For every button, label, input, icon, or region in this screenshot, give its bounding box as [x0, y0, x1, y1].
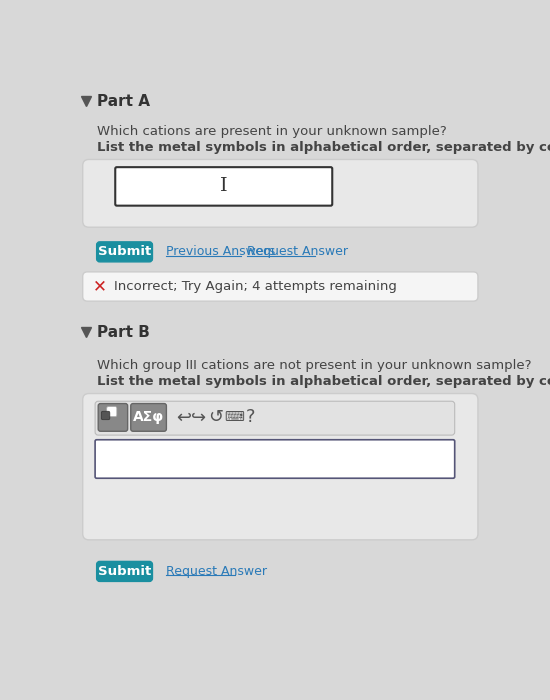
FancyBboxPatch shape [97, 561, 152, 582]
Text: Which cations are present in your unknown sample?: Which cations are present in your unknow… [97, 125, 447, 138]
FancyBboxPatch shape [101, 412, 110, 420]
Text: I: I [220, 177, 228, 195]
Text: ↩: ↩ [176, 408, 191, 426]
Text: Request Answer: Request Answer [247, 246, 348, 258]
FancyBboxPatch shape [82, 272, 478, 301]
Text: List the metal symbols in alphabetical order, separated by commas.: List the metal symbols in alphabetical o… [97, 141, 550, 153]
Text: ΑΣφ: ΑΣφ [133, 410, 164, 424]
FancyBboxPatch shape [98, 403, 128, 431]
Text: ✕: ✕ [93, 277, 107, 295]
FancyBboxPatch shape [95, 401, 455, 435]
Text: Part B: Part B [97, 326, 150, 340]
Text: ↺: ↺ [208, 408, 223, 426]
FancyBboxPatch shape [131, 403, 167, 431]
Text: List the metal symbols in alphabetical order, separated by commas.: List the metal symbols in alphabetical o… [97, 374, 550, 388]
Text: ↪: ↪ [191, 408, 206, 426]
FancyBboxPatch shape [82, 160, 478, 228]
FancyBboxPatch shape [95, 440, 455, 478]
Text: ?: ? [245, 408, 255, 426]
Text: Which group III cations are not present in your unknown sample?: Which group III cations are not present … [97, 359, 531, 372]
Text: Part A: Part A [97, 94, 150, 109]
Text: Request Answer: Request Answer [167, 565, 267, 578]
Text: ⌨: ⌨ [224, 410, 244, 424]
FancyBboxPatch shape [97, 242, 152, 262]
FancyBboxPatch shape [82, 393, 478, 540]
Text: Submit: Submit [98, 565, 151, 578]
FancyBboxPatch shape [107, 407, 117, 416]
Text: Submit: Submit [98, 246, 151, 258]
FancyBboxPatch shape [116, 167, 332, 206]
Text: Previous Answers: Previous Answers [167, 246, 276, 258]
Text: Incorrect; Try Again; 4 attempts remaining: Incorrect; Try Again; 4 attempts remaini… [114, 280, 397, 293]
